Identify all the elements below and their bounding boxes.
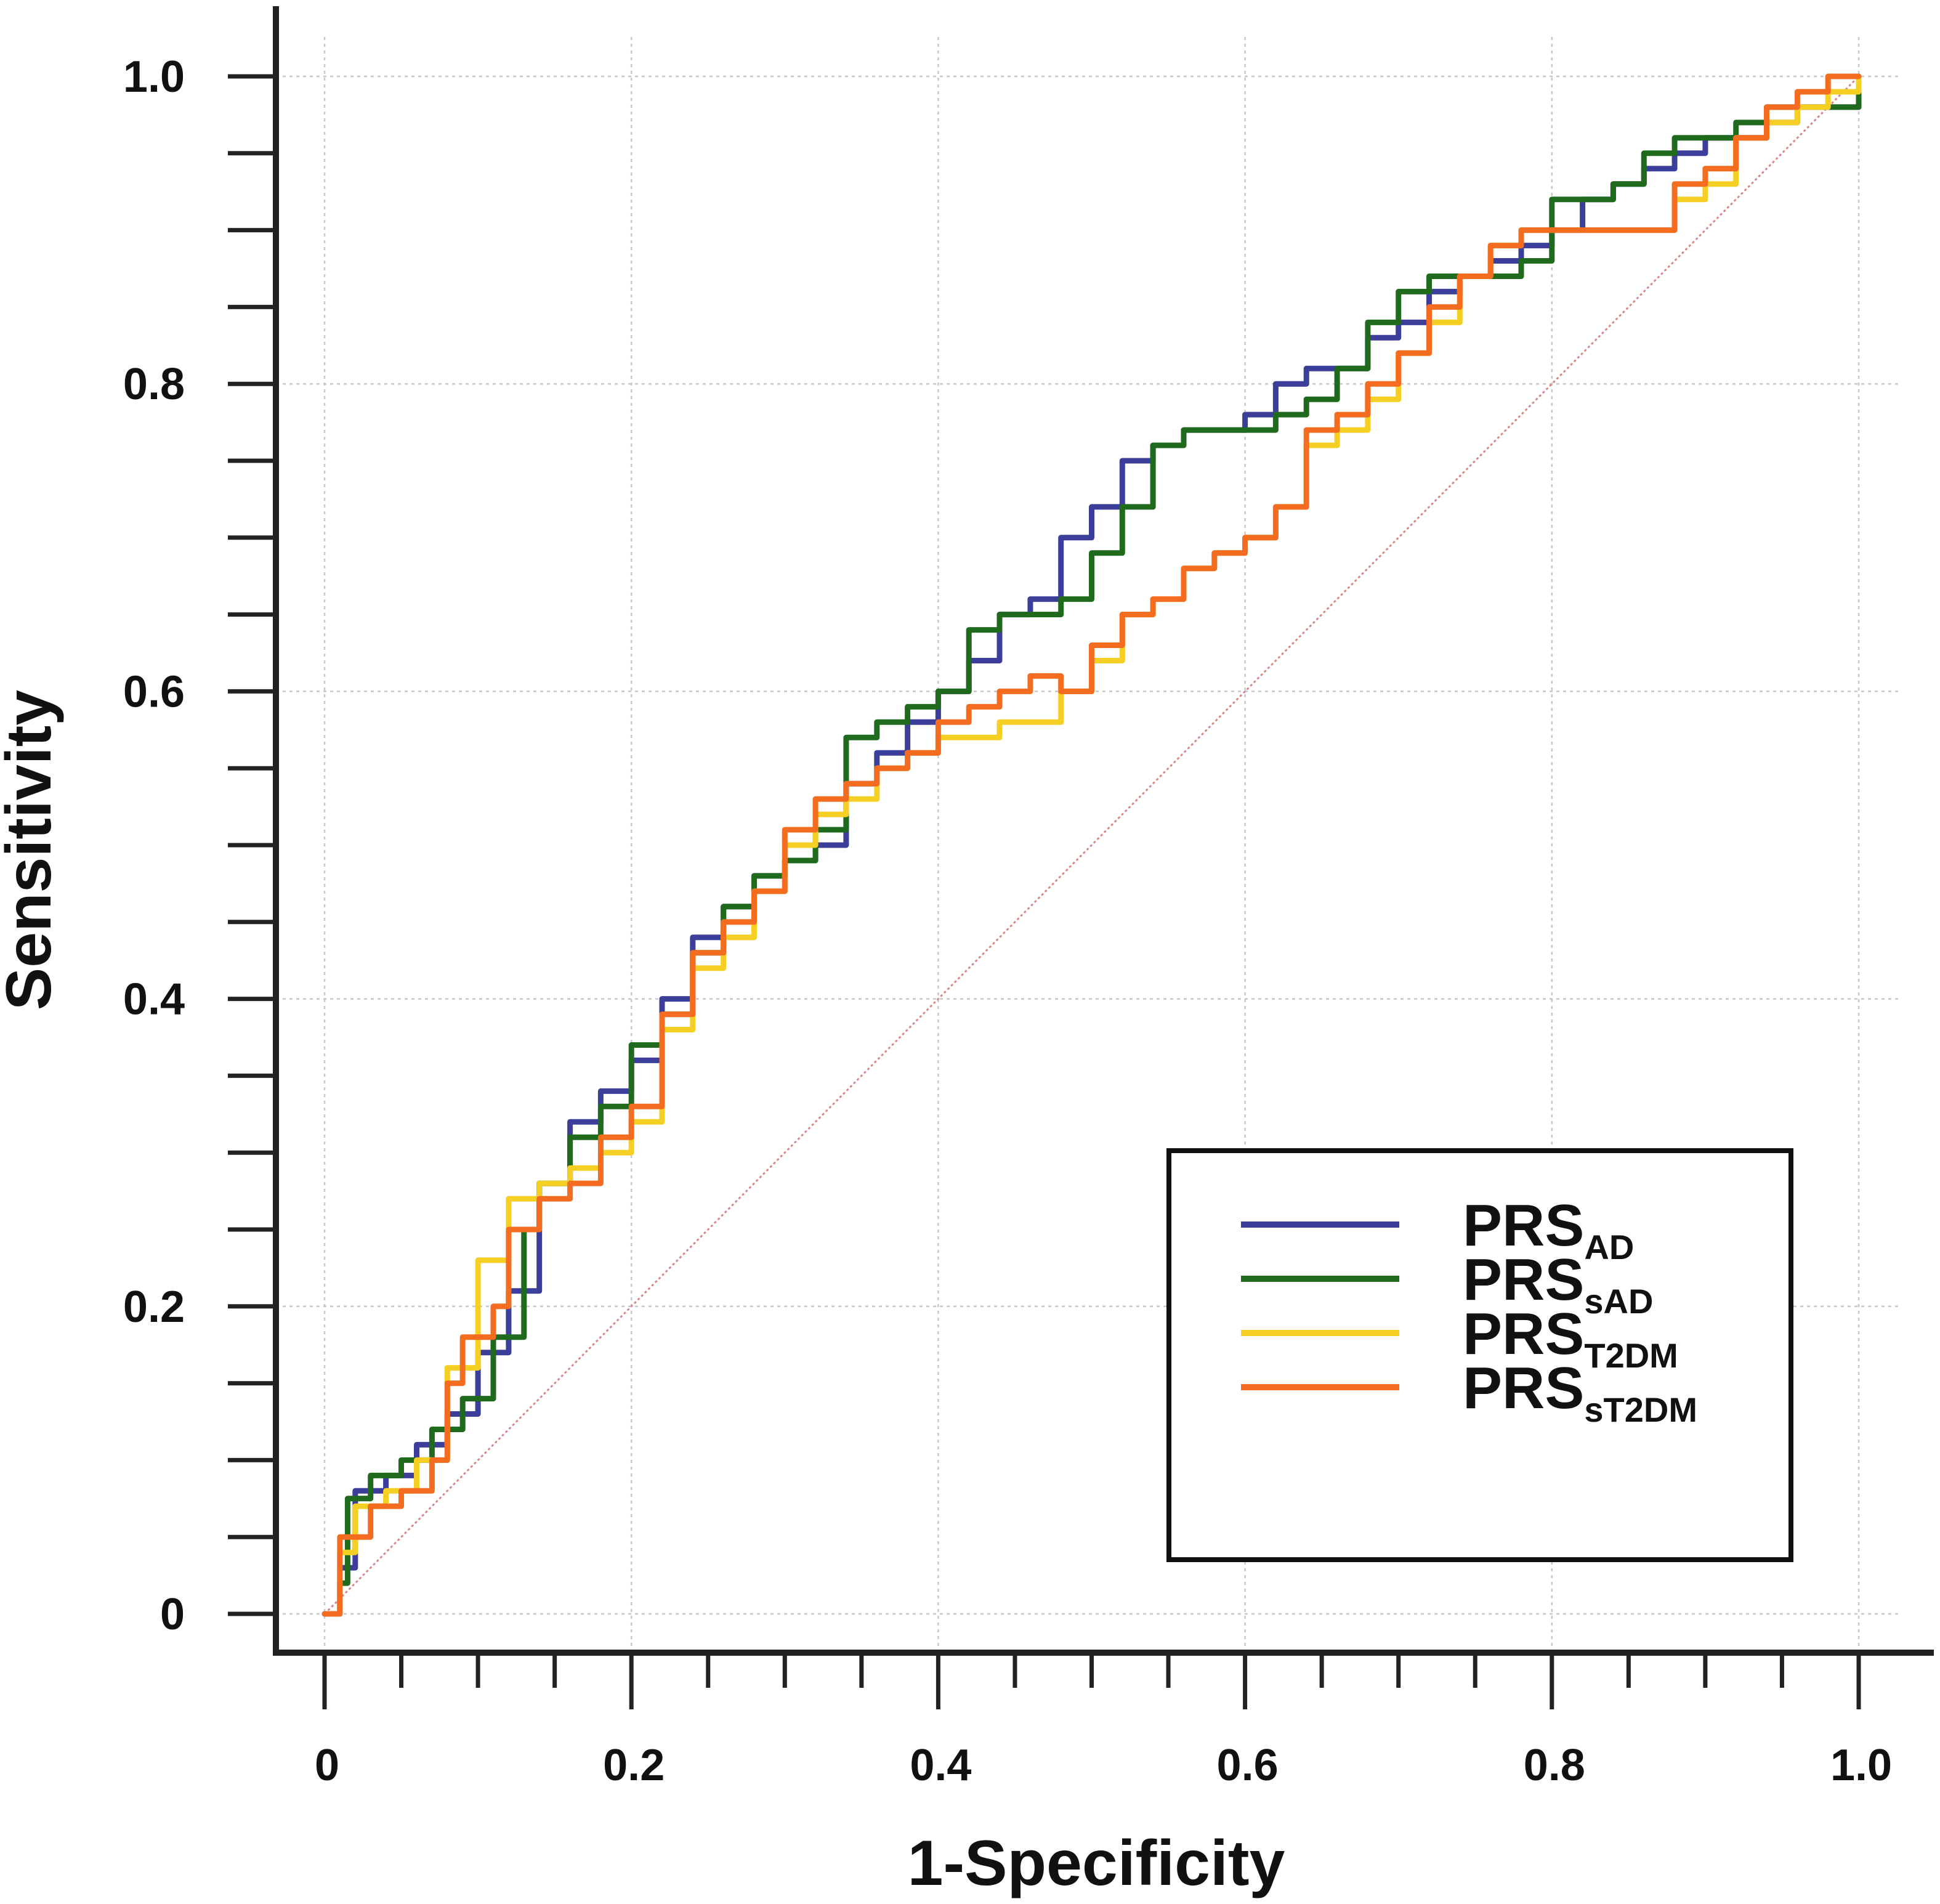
reference-line: [323, 75, 1860, 1615]
legend-label: PRSsAD: [1463, 1247, 1653, 1321]
legend-box: [1166, 1148, 1793, 1562]
x-tick-label: 0.2: [603, 1741, 665, 1790]
x-tick-label: 1.0: [1830, 1741, 1892, 1790]
y-tick-label: 0.8: [123, 360, 185, 409]
legend-label: PRST2DM: [1463, 1301, 1678, 1375]
y-tick-label: 0.2: [123, 1282, 185, 1332]
x-axis-title: 1-Specificity: [908, 1828, 1285, 1899]
series-line-prs-sad: [321, 89, 1862, 1617]
series-line-prs-st2dm: [321, 73, 1862, 1617]
y-ticks: 0 0.2 0.4 0.6 0.8 1.0: [123, 52, 276, 1639]
legend-label: PRSAD: [1463, 1193, 1634, 1266]
x-ticks: 0 0.2 0.4 0.6 0.8 1.0: [315, 1653, 1892, 1790]
x-tick-label: 0.4: [910, 1741, 971, 1790]
y-tick-label: 0.4: [123, 975, 185, 1024]
series-lines: [321, 73, 1862, 1617]
legend-label: PRSsT2DM: [1463, 1355, 1697, 1429]
x-tick-label: 0.8: [1524, 1741, 1585, 1790]
y-tick-label: 0.6: [123, 667, 185, 716]
x-tick-label: 0: [315, 1741, 339, 1790]
y-axis-title: Sensitivity: [0, 690, 65, 1010]
grid: [276, 37, 1900, 1653]
x-tick-label: 0.6: [1217, 1741, 1279, 1790]
axes: [273, 6, 1934, 1656]
chance-diagonal: [323, 75, 1860, 1615]
y-tick-label: 0: [160, 1590, 185, 1639]
y-tick-label: 1.0: [123, 52, 185, 102]
